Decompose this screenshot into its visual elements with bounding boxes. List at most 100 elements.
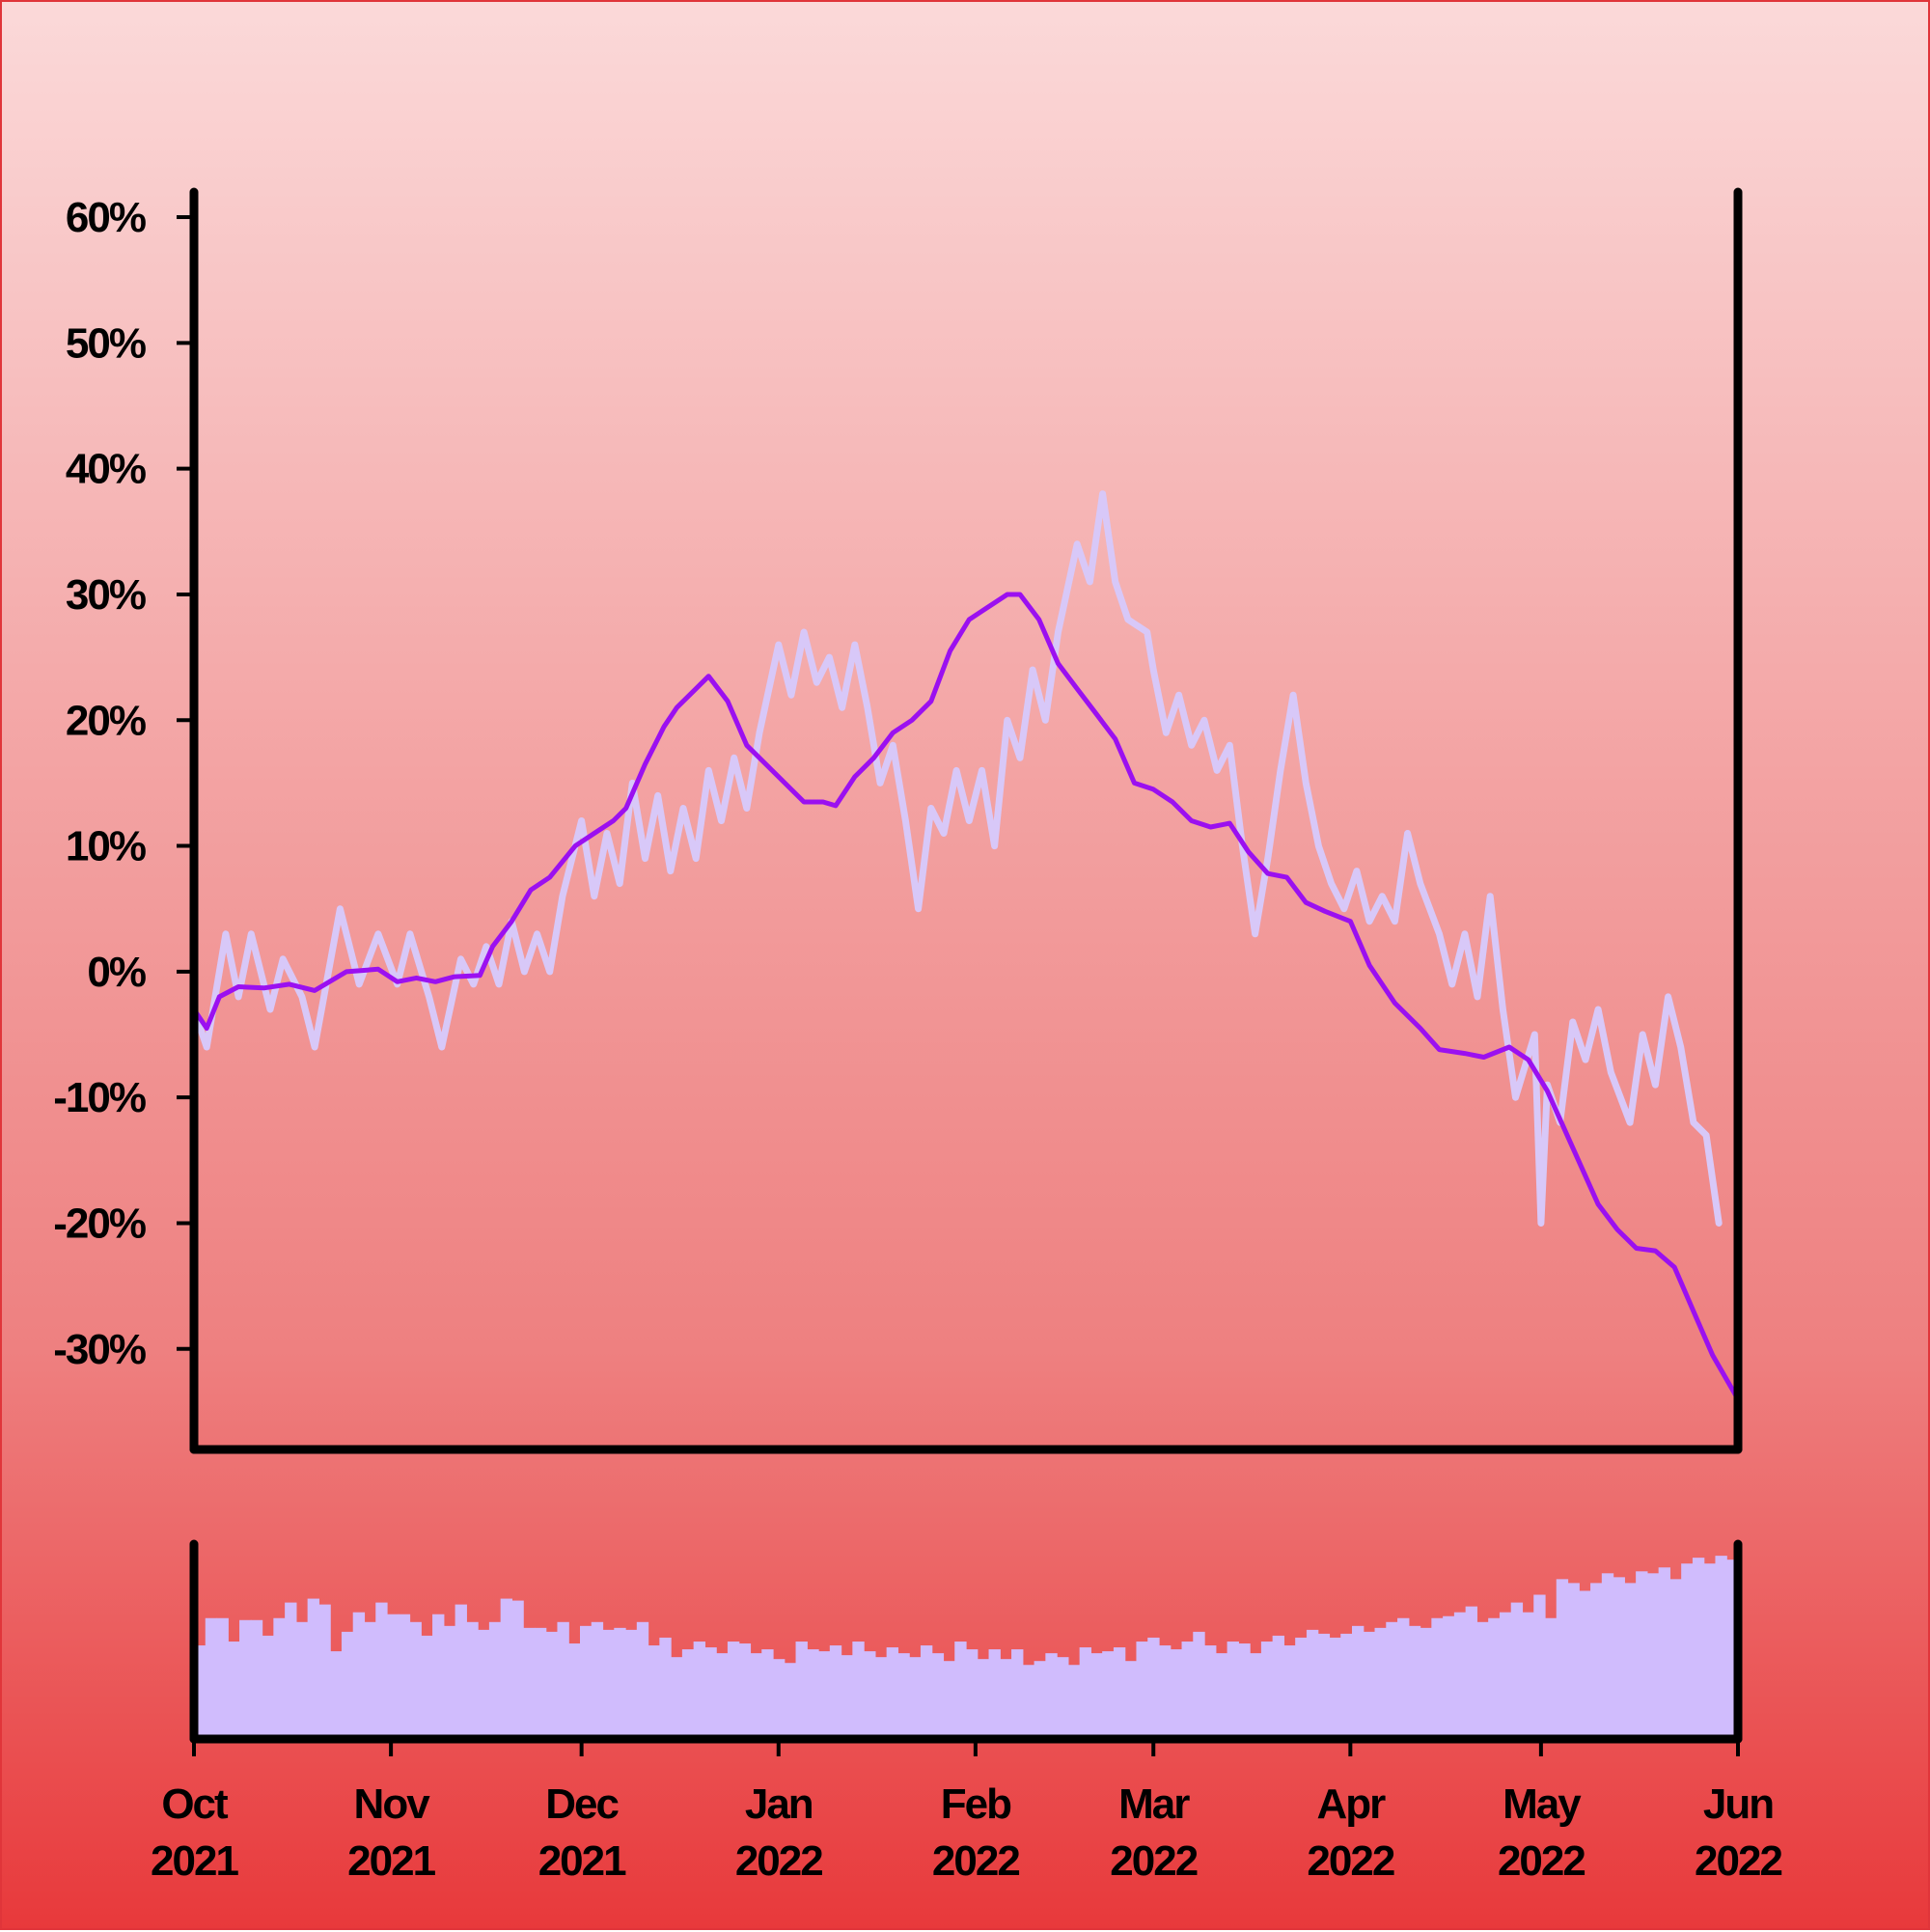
volume-bar	[1363, 1631, 1376, 1739]
volume-bar	[466, 1621, 479, 1739]
volume-bar	[1193, 1631, 1205, 1739]
x-tick-year: 2021	[347, 1837, 435, 1885]
volume-bar	[1590, 1583, 1603, 1739]
volume-bar	[295, 1621, 309, 1739]
volume-bar	[931, 1653, 945, 1739]
x-tick-month: Nov	[354, 1780, 431, 1828]
x-tick-month: Apr	[1316, 1780, 1386, 1828]
volume-bar	[273, 1617, 286, 1739]
volume-bars	[194, 1556, 1739, 1739]
volume-bar	[1295, 1637, 1308, 1739]
volume-bar	[545, 1631, 559, 1739]
volume-bar	[580, 1625, 593, 1739]
volume-bar	[488, 1621, 502, 1739]
volume-bar	[1102, 1651, 1115, 1739]
volume-bar	[500, 1598, 513, 1739]
volume-bar	[307, 1598, 320, 1739]
volume-bar	[534, 1627, 547, 1739]
x-axis-ticks: Oct 2021 Nov 2021 Dec 2021 Jan 2022 Feb 2022 Mar 20…	[151, 1739, 1783, 1885]
volume-bar	[852, 1642, 865, 1739]
volume-bar	[1204, 1645, 1217, 1739]
volume-bar	[1669, 1579, 1682, 1739]
series-line-1	[194, 490, 1723, 1227]
volume-bar	[511, 1600, 524, 1739]
volume-bar	[750, 1653, 762, 1739]
volume-bar	[341, 1631, 354, 1739]
volume-bar	[966, 1649, 979, 1739]
volume-bar	[250, 1619, 263, 1739]
volume-bar	[716, 1653, 729, 1739]
volume-bar	[864, 1651, 876, 1739]
volume-bar	[1692, 1558, 1705, 1739]
volume-bar	[591, 1621, 604, 1739]
volume-bar	[1238, 1643, 1251, 1739]
volume-bar	[432, 1614, 445, 1739]
x-tick-year: 2022	[1110, 1837, 1197, 1885]
volume-bar	[1079, 1647, 1092, 1739]
volume-bar	[1510, 1602, 1524, 1739]
volume-bar	[1488, 1617, 1501, 1739]
volume-bar	[262, 1635, 274, 1739]
volume-bar	[1545, 1617, 1558, 1739]
volume-bar	[1646, 1573, 1660, 1739]
volume-bar	[943, 1661, 955, 1739]
volume-bar	[704, 1647, 717, 1739]
x-tick-month: Jun	[1703, 1780, 1773, 1828]
volume-bar	[1431, 1617, 1444, 1739]
y-tick-label: 30%	[66, 571, 146, 619]
volume-bar	[829, 1645, 842, 1739]
volume-bar	[727, 1642, 740, 1739]
volume-bar	[693, 1642, 706, 1739]
volume-bar	[1306, 1629, 1319, 1739]
x-tick-month: Dec	[545, 1780, 619, 1828]
volume-bar	[568, 1643, 581, 1739]
volume-bar	[455, 1604, 467, 1739]
volume-bar	[1272, 1635, 1285, 1739]
volume-bar	[409, 1621, 422, 1739]
y-axis-ticks: 60% 50% 40% 30% 20% 10% 0% -10% -20% -30%	[53, 194, 194, 1373]
volume-bar	[1250, 1653, 1262, 1739]
y-tick-label: 60%	[66, 194, 146, 241]
volume-bar	[421, 1635, 433, 1739]
volume-bar	[1283, 1645, 1296, 1739]
volume-bar	[625, 1629, 638, 1739]
y-tick-label: 50%	[66, 319, 146, 367]
volume-bar	[1522, 1612, 1534, 1739]
y-tick-label: 40%	[66, 446, 146, 493]
y-tick-label: -10%	[53, 1074, 146, 1121]
volume-bar	[1260, 1642, 1274, 1739]
volume-bar	[977, 1659, 990, 1739]
volume-bar	[795, 1642, 808, 1739]
volume-bar	[1601, 1573, 1614, 1739]
volume-bar	[841, 1655, 853, 1739]
volume-bar	[1465, 1606, 1478, 1739]
volume-bar	[671, 1657, 683, 1739]
volume-bar	[1624, 1583, 1637, 1739]
volume-bar	[1215, 1653, 1228, 1739]
volume-bar	[1067, 1665, 1081, 1739]
volume-bar	[1090, 1653, 1103, 1739]
volume-bar	[1227, 1642, 1239, 1739]
volume-bar	[648, 1645, 660, 1739]
volume-bar	[352, 1612, 366, 1739]
x-tick-month: Mar	[1118, 1780, 1190, 1828]
volume-bar	[398, 1614, 411, 1739]
volume-bar	[330, 1651, 343, 1739]
volume-bar	[523, 1627, 536, 1739]
volume-bar	[897, 1653, 910, 1739]
volume-bar	[773, 1659, 786, 1739]
volume-bar	[886, 1647, 899, 1739]
x-tick-year: 2022	[735, 1837, 822, 1885]
volume-bar	[1034, 1661, 1046, 1739]
volume-bar	[285, 1602, 297, 1739]
volume-bar	[1715, 1556, 1727, 1739]
volume-bar	[681, 1649, 695, 1739]
volume-bar	[1000, 1659, 1012, 1739]
volume-bar	[1386, 1621, 1398, 1739]
y-tick-label: 10%	[66, 823, 146, 870]
volume-bar	[784, 1663, 797, 1739]
volume-bar	[602, 1629, 615, 1739]
x-tick-year: 2022	[1498, 1837, 1585, 1885]
volume-bar	[228, 1642, 240, 1739]
volume-bar	[1022, 1665, 1035, 1739]
